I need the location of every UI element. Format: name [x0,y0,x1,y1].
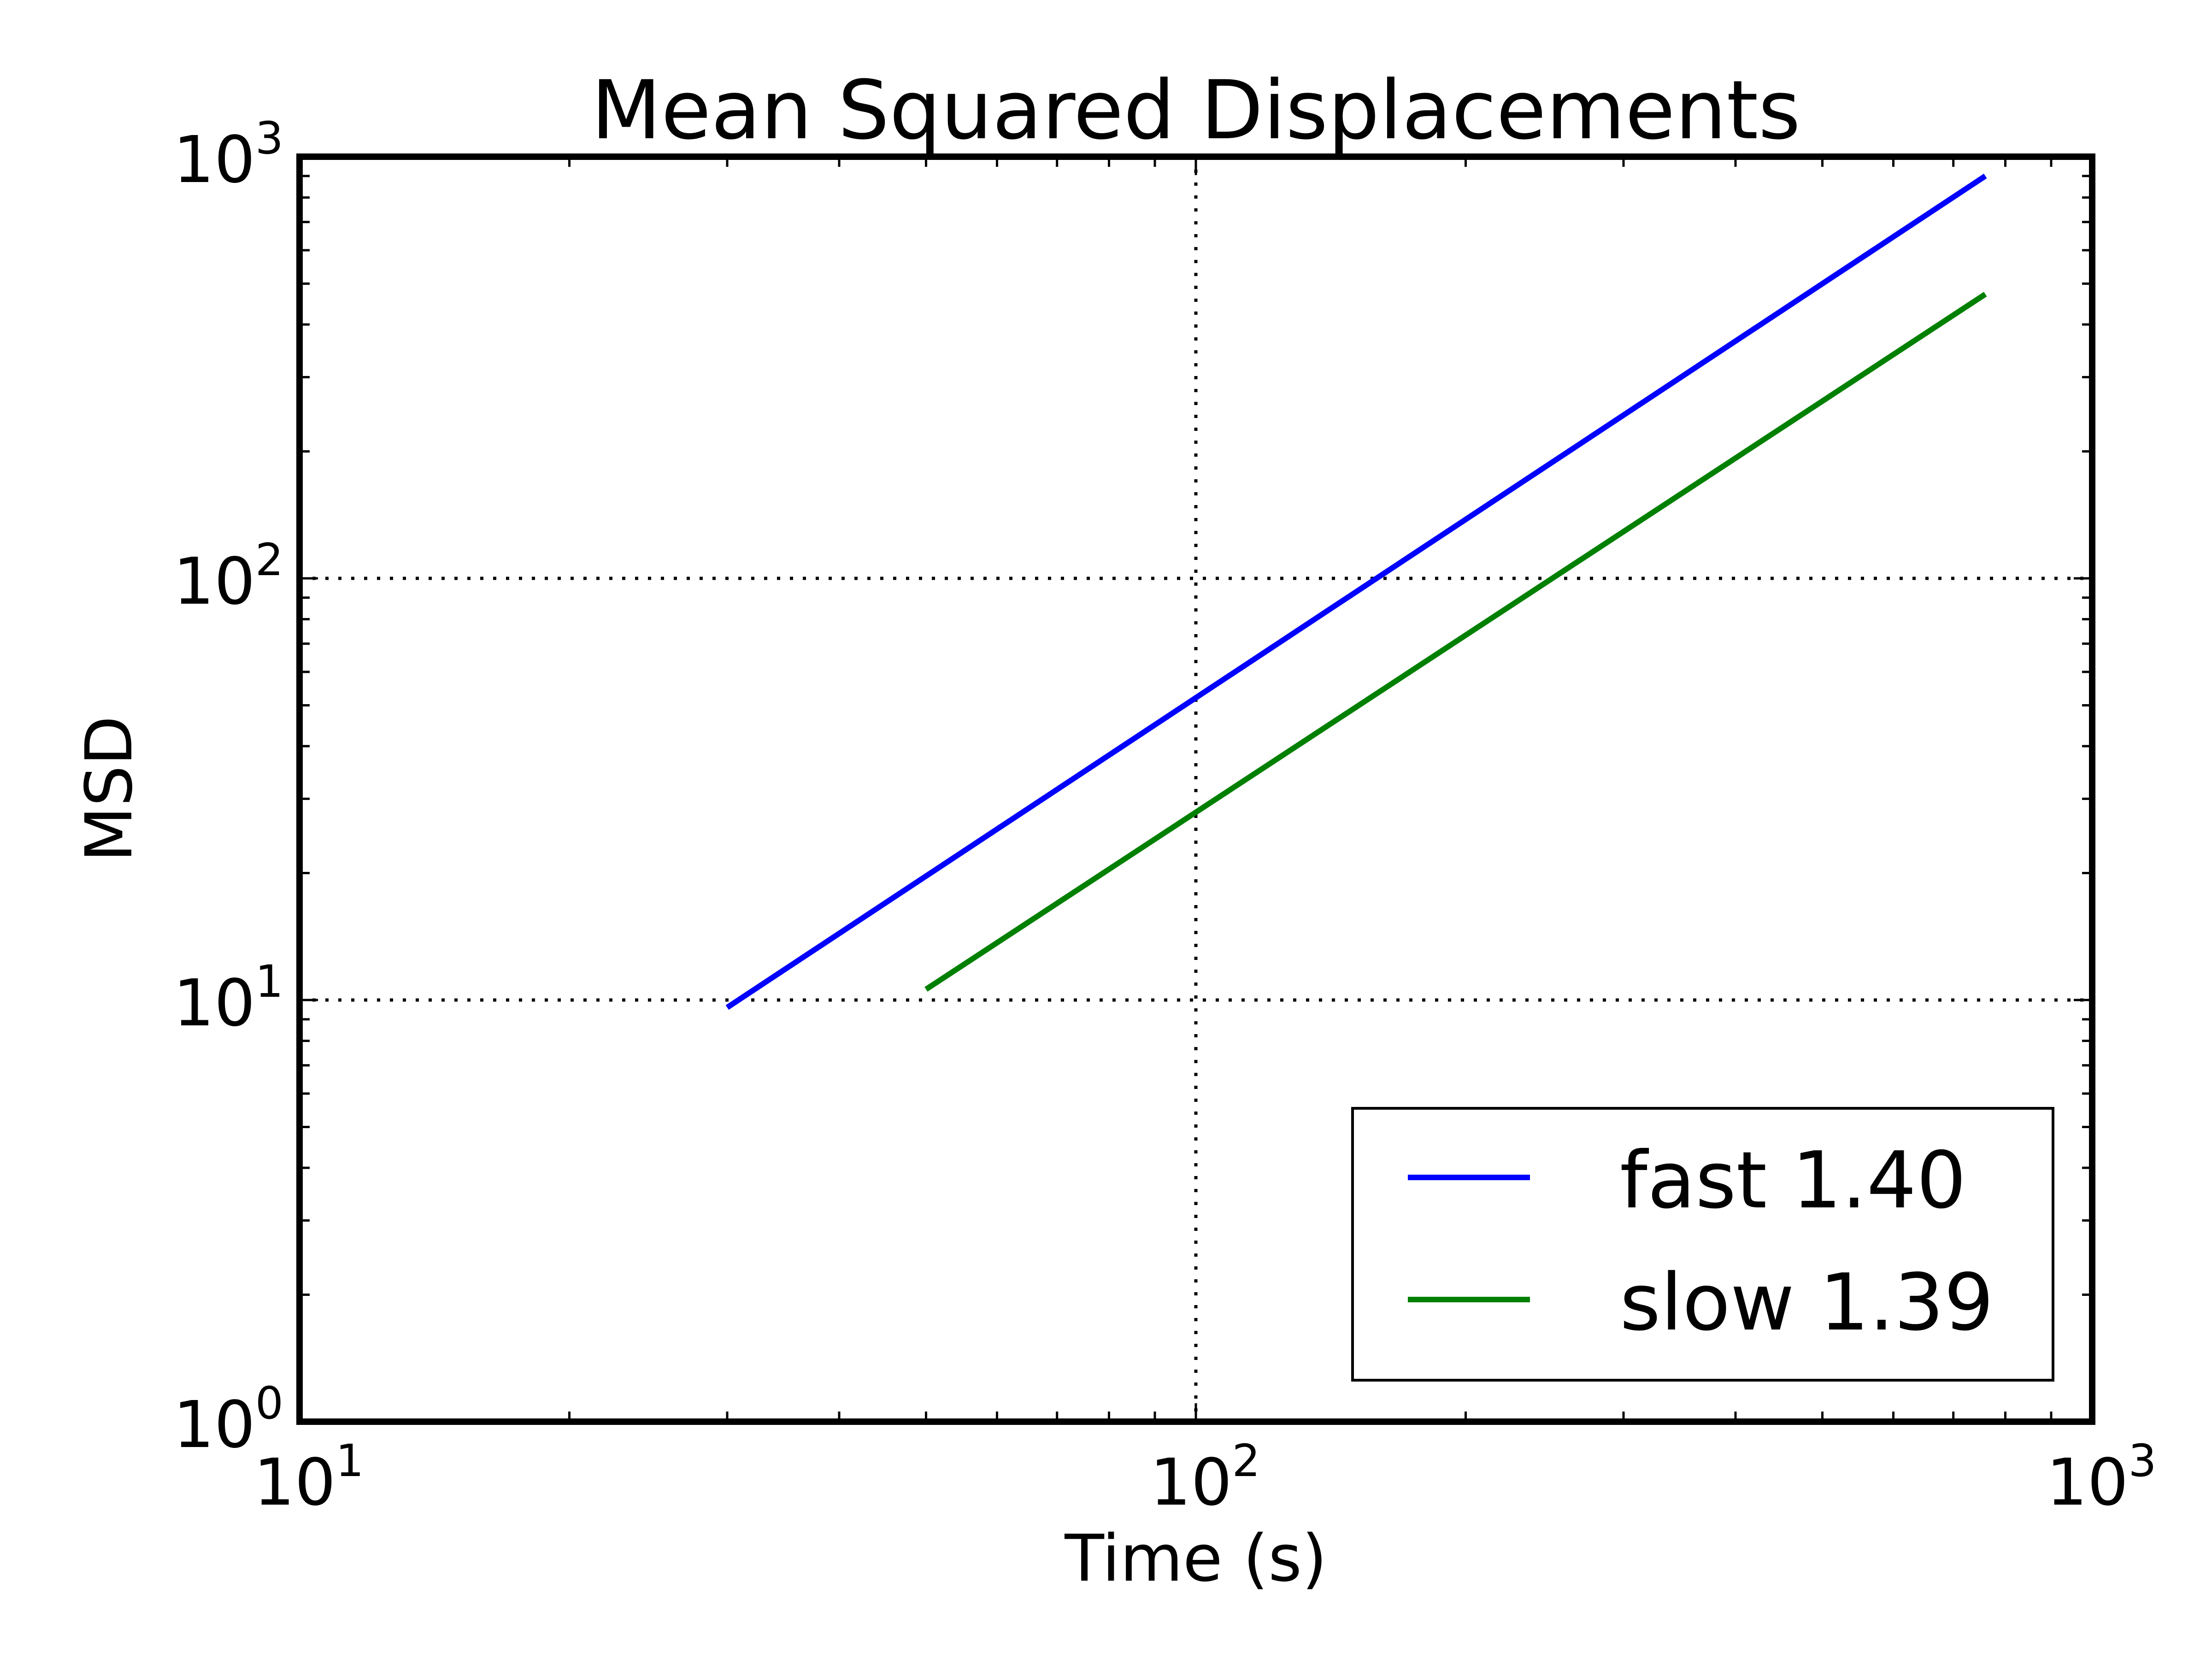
series-line-fast [725,173,1987,1010]
legend-label-fast: fast 1.40 [1620,1135,1966,1226]
minor-ticks-layer [298,157,2092,1423]
x-axis-label: Time (s) [1064,1521,1327,1596]
legend-box [1351,1107,2054,1382]
grid-layer [300,157,2092,1422]
series-layer [725,173,1987,1010]
legend-label-slow: slow 1.39 [1620,1257,1994,1348]
y-axis-label: MSD [72,716,147,862]
y-tick-label: 102 [173,534,283,619]
y-tick-label: 103 [173,112,283,198]
legend: fast 1.40 slow 1.39 [1351,1107,2054,1382]
y-tick-label: 101 [173,956,283,1041]
chart-title: Mean Squared Displacements [591,63,1800,158]
series-line-slow [924,292,1987,992]
x-tick-label: 103 [2046,1435,2156,1520]
x-tick-label: 101 [253,1435,364,1520]
y-tick-label: 100 [173,1377,283,1463]
x-tick-label: 102 [1150,1435,1260,1520]
